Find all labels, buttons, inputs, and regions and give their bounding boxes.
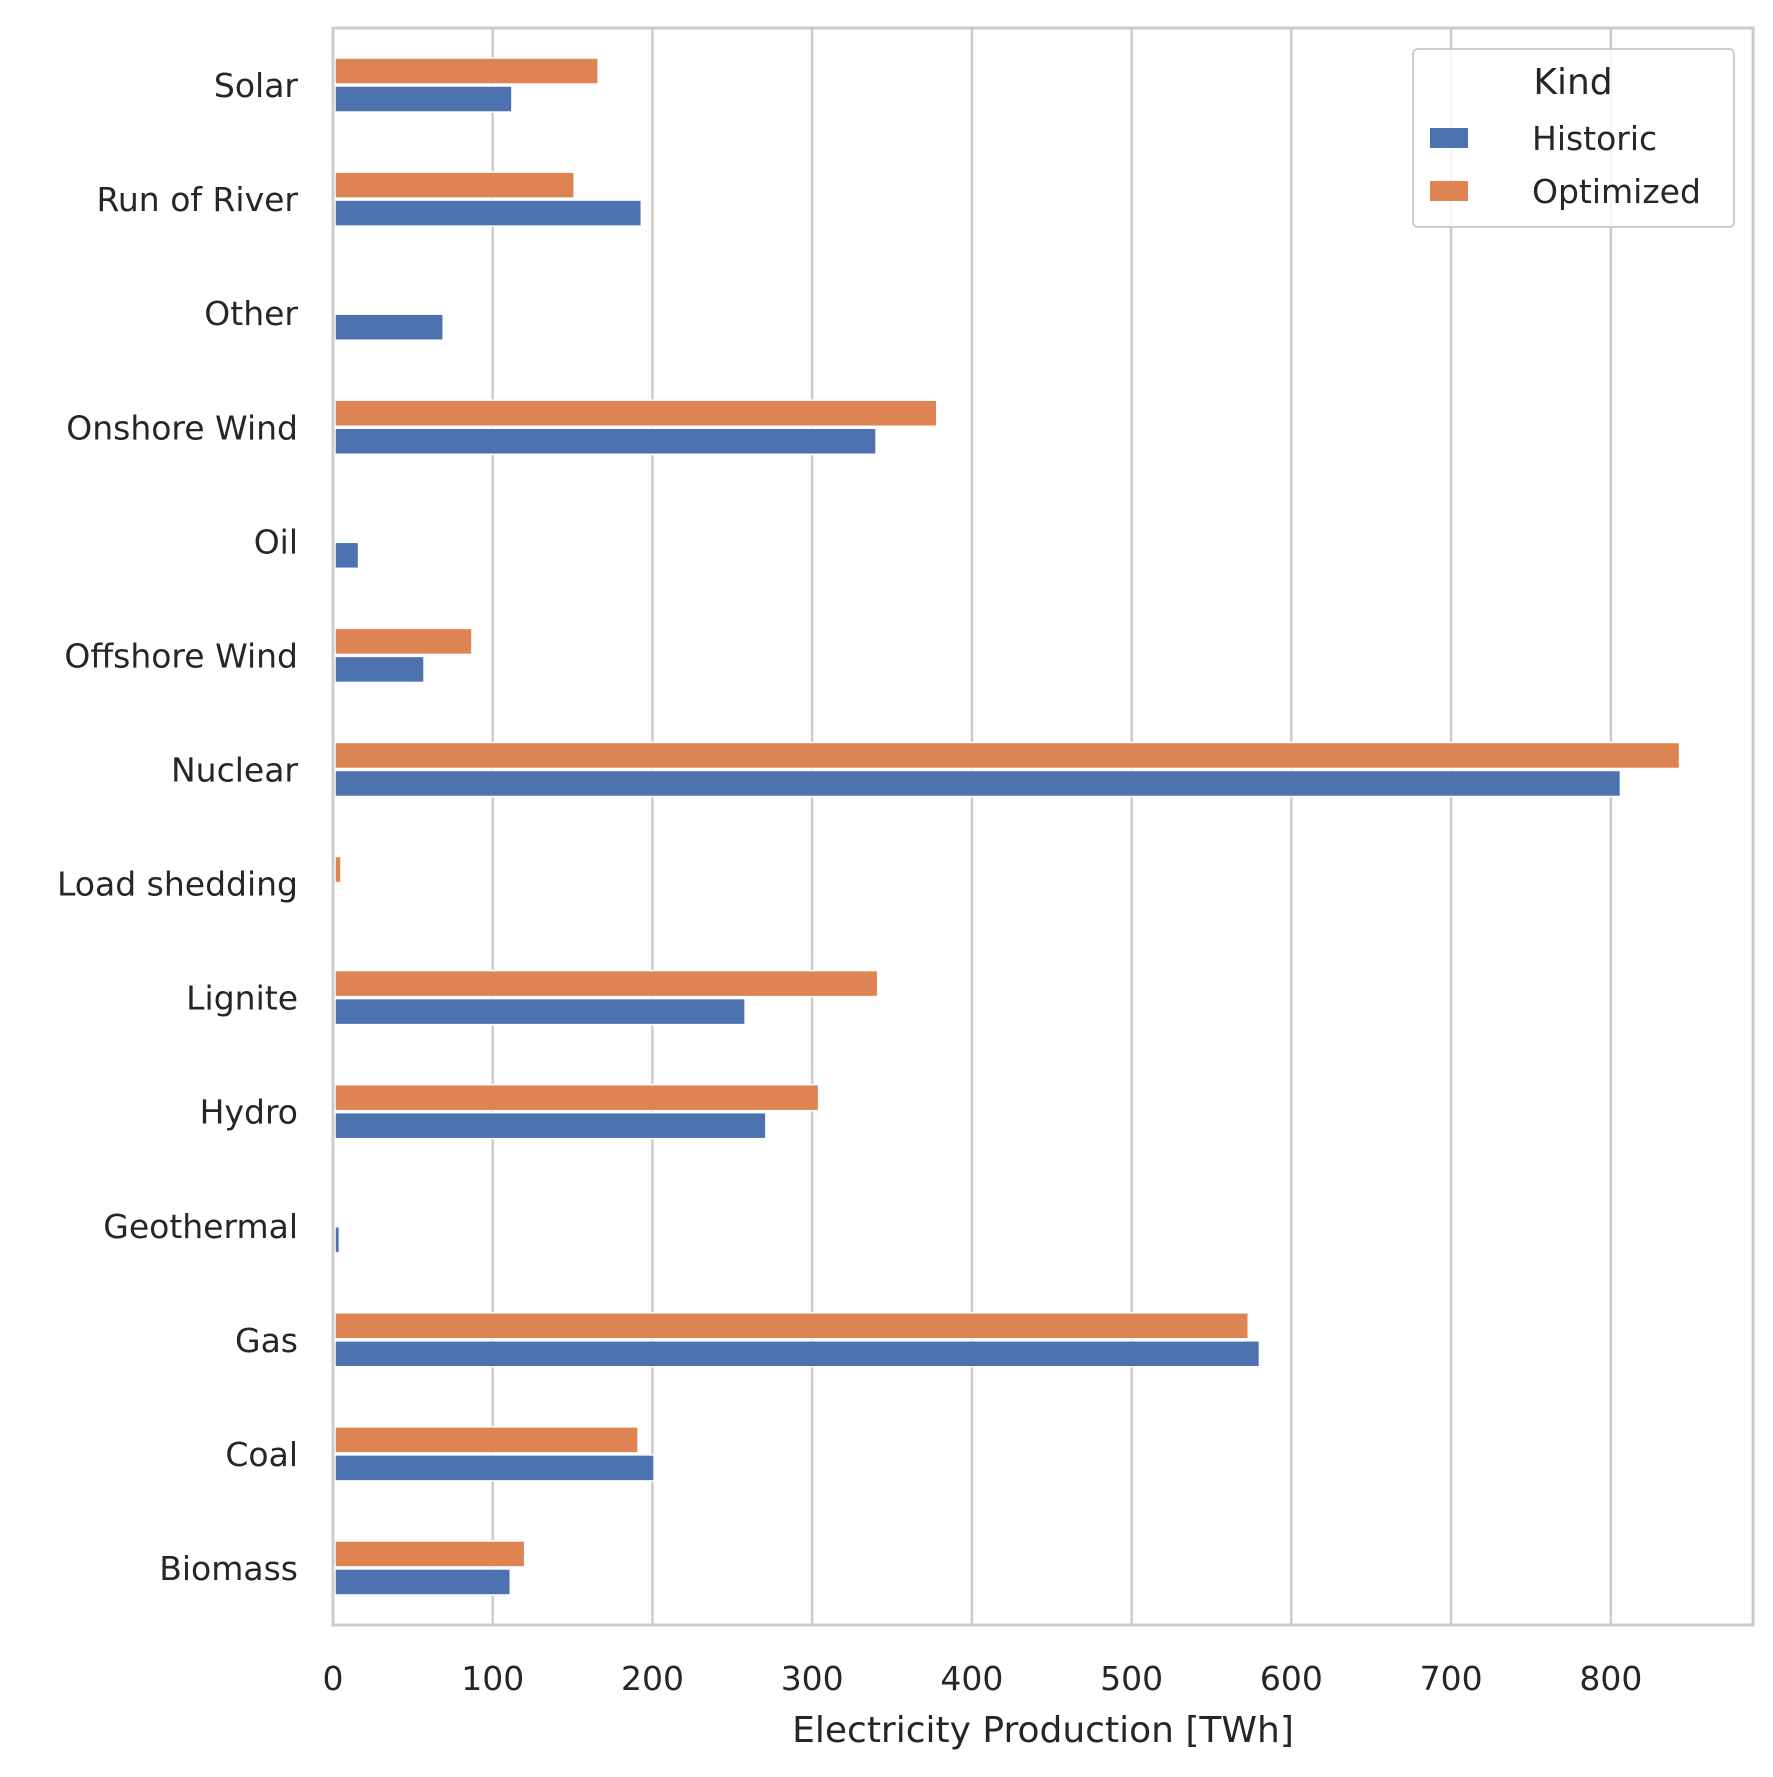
y-tick-label: Load shedding <box>57 865 298 904</box>
legend-title: Kind <box>1533 62 1612 103</box>
x-tick-label: 500 <box>1100 1659 1163 1698</box>
bar-historic-lignite <box>334 997 746 1026</box>
x-axis-label: Electricity Production [TWh] <box>792 1710 1294 1751</box>
bar-historic-gas <box>334 1340 1261 1368</box>
legend-label-historic: Historic <box>1532 119 1657 158</box>
y-tick-label: Oil <box>254 522 298 561</box>
x-tick-label: 600 <box>1260 1659 1323 1698</box>
bars <box>334 57 1681 1596</box>
y-tick-label: Geothermal <box>103 1207 298 1246</box>
y-tick-label: Offshore Wind <box>64 636 298 675</box>
bar-historic-run-of-river <box>334 199 643 227</box>
bar-historic-nuclear <box>334 769 1622 798</box>
legend-swatch-historic <box>1430 128 1468 148</box>
y-tick-label: Biomass <box>159 1549 298 1588</box>
bar-historic-geothermal <box>334 1226 341 1254</box>
axes-frame <box>331 26 1755 1627</box>
y-tick-label: Nuclear <box>171 750 298 789</box>
grid <box>331 28 1613 1625</box>
bar-optimized-onshore-wind <box>334 399 938 427</box>
y-tick-label: Solar <box>214 66 299 105</box>
x-tick-label: 700 <box>1420 1659 1483 1698</box>
x-tick-label: 200 <box>621 1659 684 1698</box>
x-tick-labels: 0 100 200 300 400 500 600 700 800 <box>323 1659 1643 1698</box>
bar-historic-other <box>334 313 444 341</box>
bar-historic-solar <box>334 85 513 113</box>
bar-optimized-nuclear <box>334 741 1681 770</box>
bar-historic-coal <box>334 1454 655 1482</box>
bar-optimized-solar <box>334 57 599 85</box>
bar-optimized-biomass <box>334 1540 526 1568</box>
x-tick-label: 800 <box>1579 1659 1642 1698</box>
y-tick-label: Gas <box>235 1321 298 1360</box>
y-tick-label: Lignite <box>186 979 298 1018</box>
bar-optimized-hydro <box>334 1083 820 1112</box>
bar-historic-offshore-wind <box>334 655 425 684</box>
x-tick-label: 300 <box>781 1659 844 1698</box>
y-tick-label: Hydro <box>200 1093 298 1132</box>
legend: Kind Historic Optimized <box>1412 48 1735 228</box>
bar-historic-onshore-wind <box>334 427 877 455</box>
x-tick-label: 0 <box>323 1659 344 1698</box>
y-tick-label: Other <box>204 294 298 333</box>
bar-historic-oil <box>334 541 360 570</box>
bar-optimized-coal <box>334 1426 639 1454</box>
legend-swatch-optimized <box>1430 181 1468 201</box>
x-tick-label: 100 <box>461 1659 524 1698</box>
bar-optimized-gas <box>334 1312 1250 1340</box>
bar-optimized-offshore-wind <box>334 627 473 656</box>
y-tick-labels: Solar Run of River Other Onshore Wind Oil Off… <box>57 66 298 1588</box>
bar-optimized-run-of-river <box>334 171 575 199</box>
bar-optimized-lignite <box>334 969 879 998</box>
bar-historic-biomass <box>334 1568 512 1596</box>
y-tick-label: Coal <box>225 1435 298 1474</box>
y-tick-label: Run of River <box>96 180 298 219</box>
bar-optimized-load-shedding <box>334 855 342 884</box>
legend-label-optimized: Optimized <box>1532 172 1701 211</box>
x-tick-label: 400 <box>940 1659 1003 1698</box>
bar-historic-hydro <box>334 1111 767 1140</box>
y-tick-label: Onshore Wind <box>66 408 298 447</box>
legend-frame <box>1412 48 1735 228</box>
